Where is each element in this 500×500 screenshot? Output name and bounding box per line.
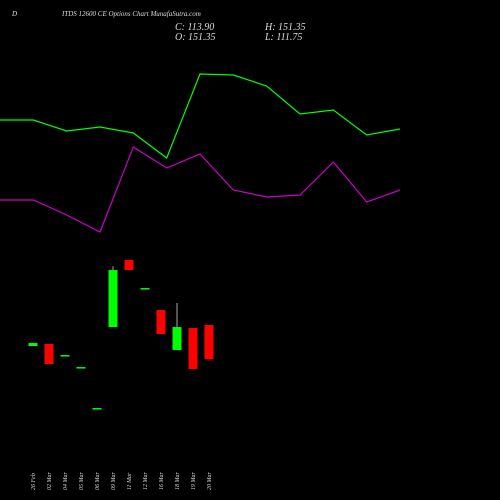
line-series: [0, 73, 401, 159]
x-tick-label: 06 Mar: [95, 472, 101, 490]
x-tick-label: 05 Mar: [79, 472, 85, 490]
candle-body: [92, 408, 102, 410]
x-tick-label: 18 Mar: [175, 472, 181, 490]
candle-body: [140, 288, 150, 290]
candle-body: [60, 355, 70, 357]
symbol: D: [11, 10, 17, 18]
x-tick-label: 26 Feb: [31, 473, 37, 490]
candle-body: [44, 344, 54, 365]
x-tick-label: 04 Mar: [62, 472, 69, 490]
high-label: H: 151.35: [264, 22, 306, 33]
x-tick-label: 12 Mar: [143, 472, 149, 490]
x-tick-label: 02 Mar: [47, 472, 53, 490]
x-tick-label: 19 Mar: [191, 472, 197, 490]
candle-body: [28, 343, 38, 347]
low-label: L: 111.75: [264, 32, 302, 43]
x-tick-label: 09 Mar: [111, 472, 117, 490]
x-tick-label: 20 Mar: [207, 472, 213, 490]
x-tick-label: 16 Mar: [159, 472, 165, 490]
line-series: [0, 146, 401, 233]
open-label: O: 151.35: [175, 32, 216, 43]
candle-body: [108, 270, 118, 328]
candle-body: [204, 325, 214, 360]
candle-body: [76, 367, 86, 369]
close-label: C: 113.90: [175, 22, 214, 33]
chart-title: ITDS 12600 CE Options Chart MunafaSutra.…: [61, 10, 201, 18]
candle-body: [172, 327, 182, 351]
candle-body: [188, 328, 198, 370]
candle-body: [124, 260, 134, 271]
x-tick-label: 11 Mar: [127, 472, 133, 490]
candle-body: [156, 310, 166, 335]
